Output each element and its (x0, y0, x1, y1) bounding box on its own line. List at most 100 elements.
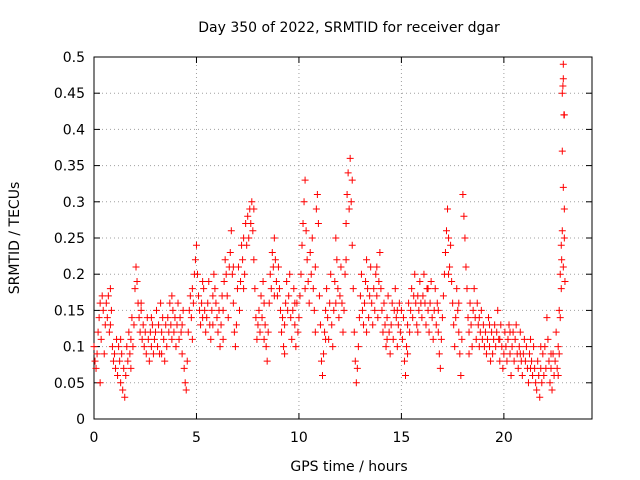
data-point (514, 364, 522, 372)
data-point (328, 321, 336, 329)
data-point (123, 343, 131, 351)
data-point (321, 328, 329, 336)
data-point (302, 227, 310, 235)
data-point (271, 256, 279, 264)
data-point (106, 285, 114, 293)
data-point (371, 306, 379, 314)
data-point (404, 321, 412, 329)
data-point (270, 292, 278, 300)
data-point (558, 256, 566, 264)
data-point (172, 343, 180, 351)
data-point (379, 328, 387, 336)
data-point (287, 314, 295, 322)
data-point (276, 306, 284, 314)
data-point (236, 306, 244, 314)
data-point (177, 328, 185, 336)
data-point (419, 292, 427, 300)
data-point (92, 364, 100, 372)
data-point (516, 350, 524, 358)
data-point (195, 292, 203, 300)
data-point (512, 321, 520, 329)
data-point (530, 343, 538, 351)
data-point (340, 306, 348, 314)
data-point (210, 270, 218, 278)
data-point (248, 198, 256, 206)
data-point (425, 328, 433, 336)
data-point (447, 241, 455, 249)
data-point (281, 350, 289, 358)
data-point (386, 350, 394, 358)
data-point (100, 350, 108, 358)
data-point (561, 277, 569, 285)
data-point (434, 306, 442, 314)
data-point (558, 89, 566, 97)
data-point (381, 321, 389, 329)
data-point (365, 314, 373, 322)
data-point (281, 321, 289, 329)
data-point (543, 314, 551, 322)
data-point (539, 350, 547, 358)
data-point (558, 147, 566, 155)
data-point (489, 350, 497, 358)
data-point (213, 314, 221, 322)
data-point (402, 372, 410, 380)
data-point (455, 328, 463, 336)
data-point (97, 335, 105, 343)
data-point (237, 277, 245, 285)
data-point (462, 263, 470, 271)
data-point (420, 270, 428, 278)
data-point (220, 277, 228, 285)
data-point (222, 270, 230, 278)
data-point (251, 285, 259, 293)
data-point (320, 350, 328, 358)
data-point (367, 263, 375, 271)
data-point (383, 335, 391, 343)
data-point (469, 306, 477, 314)
data-point (560, 111, 568, 119)
x-axis-title: GPS time / hours (290, 459, 407, 475)
data-point (155, 321, 163, 329)
data-point (554, 372, 562, 380)
data-point (319, 372, 327, 380)
axis-ticks: 0 0.05 0.1 0.15 0.2 0.25 0.3 0.35 0.4 0.45 0.5 0 5 10… (54, 50, 592, 446)
data-point (311, 328, 319, 336)
data-point (373, 263, 381, 271)
data-point (369, 321, 377, 329)
data-point (442, 227, 450, 235)
data-point (98, 292, 106, 300)
data-point (433, 299, 441, 307)
data-point (121, 393, 129, 401)
data-point (292, 343, 300, 351)
data-point (558, 227, 566, 235)
data-point (253, 335, 261, 343)
data-point (212, 299, 220, 307)
data-point (118, 350, 126, 358)
data-point (370, 285, 378, 293)
data-point (299, 220, 307, 228)
data-point (422, 321, 430, 329)
y-tick-label: 0.45 (54, 86, 85, 102)
data-point (552, 328, 560, 336)
y-tick-label: 0.25 (54, 231, 85, 247)
data-point (439, 292, 447, 300)
data-point (396, 328, 404, 336)
data-point (187, 314, 195, 322)
data-point (117, 379, 125, 387)
data-point (294, 328, 302, 336)
data-point (327, 270, 335, 278)
data-point (515, 343, 523, 351)
data-point (104, 292, 112, 300)
data-point (335, 314, 343, 322)
data-point (191, 256, 199, 264)
data-point (117, 335, 125, 343)
data-point (426, 299, 434, 307)
data-point (347, 198, 355, 206)
data-point (395, 299, 403, 307)
data-point (522, 343, 530, 351)
data-point (372, 270, 380, 278)
data-point (557, 241, 565, 249)
data-point (286, 270, 294, 278)
data-point (283, 277, 291, 285)
data-point (263, 357, 271, 365)
data-point (446, 263, 454, 271)
